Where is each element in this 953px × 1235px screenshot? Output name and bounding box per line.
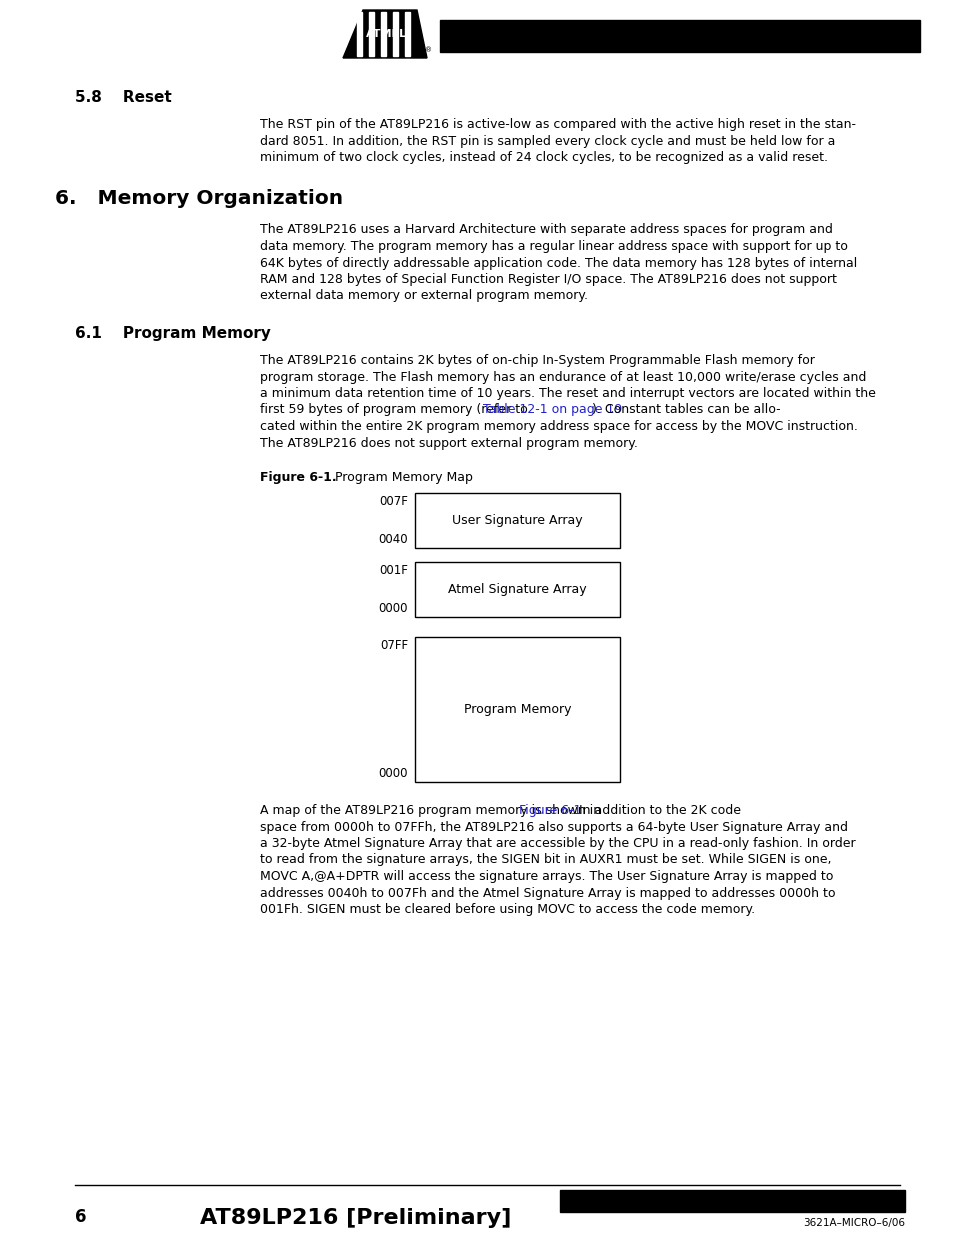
Text: a minimum data retention time of 10 years. The reset and interrupt vectors are l: a minimum data retention time of 10 year…	[260, 387, 875, 400]
Text: Figure 6-1.: Figure 6-1.	[260, 471, 336, 484]
Text: external data memory or external program memory.: external data memory or external program…	[260, 289, 587, 303]
Text: minimum of two clock cycles, instead of 24 clock cycles, to be recognized as a v: minimum of two clock cycles, instead of …	[260, 151, 827, 164]
Bar	[415, 493, 619, 548]
Text: RAM and 128 bytes of Special Function Register I/O space. The AT89LP216 does not: RAM and 128 bytes of Special Function Re…	[260, 273, 836, 287]
Text: 0000: 0000	[378, 767, 408, 781]
Text: 5.8    Reset: 5.8 Reset	[75, 90, 172, 105]
Text: 6.1    Program Memory: 6.1 Program Memory	[75, 326, 271, 341]
Bar	[439, 20, 919, 52]
Text: dard 8051. In addition, the RST pin is sampled every clock cycle and must be hel: dard 8051. In addition, the RST pin is s…	[260, 135, 835, 147]
Text: The AT89LP216 uses a Harvard Architecture with separate address spaces for progr: The AT89LP216 uses a Harvard Architectur…	[260, 224, 832, 236]
Text: cated within the entire 2K program memory address space for access by the MOVC i: cated within the entire 2K program memor…	[260, 420, 857, 433]
Text: ). Constant tables can be allo-: ). Constant tables can be allo-	[591, 404, 780, 416]
Text: Program Memory: Program Memory	[463, 703, 571, 716]
Text: 001Fh. SIGEN must be cleared before using MOVC to access the code memory.: 001Fh. SIGEN must be cleared before usin…	[260, 903, 755, 916]
Bar	[393, 12, 397, 56]
Text: 0040: 0040	[378, 534, 408, 546]
Text: ®: ®	[425, 47, 432, 53]
Bar	[356, 12, 361, 56]
Text: data memory. The program memory has a regular linear address space with support : data memory. The program memory has a re…	[260, 240, 847, 253]
Text: User Signature Array: User Signature Array	[452, 514, 582, 527]
Text: space from 0000h to 07FFh, the AT89LP216 also supports a 64-byte User Signature : space from 0000h to 07FFh, the AT89LP216…	[260, 820, 847, 834]
Bar	[380, 12, 386, 56]
Text: The AT89LP216 does not support external program memory.: The AT89LP216 does not support external …	[260, 436, 638, 450]
Text: The AT89LP216 contains 2K bytes of on-chip In-System Programmable Flash memory f: The AT89LP216 contains 2K bytes of on-ch…	[260, 354, 814, 367]
Text: MOVC A,@A+DPTR will access the signature arrays. The User Signature Array is map: MOVC A,@A+DPTR will access the signature…	[260, 869, 833, 883]
Text: to read from the signature arrays, the SIGEN bit in AUXR1 must be set. While SIG: to read from the signature arrays, the S…	[260, 853, 831, 867]
Text: Atmel Signature Array: Atmel Signature Array	[448, 583, 586, 597]
Text: . In addition to the 2K code: . In addition to the 2K code	[570, 804, 740, 818]
Text: A map of the AT89LP216 program memory is shown in: A map of the AT89LP216 program memory is…	[260, 804, 604, 818]
Text: AT89LP216 [Preliminary]: AT89LP216 [Preliminary]	[200, 1208, 511, 1228]
Text: Figure 6-1: Figure 6-1	[518, 804, 581, 818]
Text: 001F: 001F	[378, 564, 408, 577]
Bar	[415, 562, 619, 618]
Text: 007F: 007F	[378, 495, 408, 508]
Text: 64K bytes of directly addressable application code. The data memory has 128 byte: 64K bytes of directly addressable applic…	[260, 257, 857, 269]
Text: first 59 bytes of program memory (refer to: first 59 bytes of program memory (refer …	[260, 404, 531, 416]
Text: 6: 6	[75, 1208, 87, 1226]
Text: 07FF: 07FF	[379, 638, 408, 652]
Text: 0000: 0000	[378, 601, 408, 615]
Text: addresses 0040h to 007Fh and the Atmel Signature Array is mapped to addresses 00: addresses 0040h to 007Fh and the Atmel S…	[260, 887, 835, 899]
Bar	[405, 12, 410, 56]
Text: Table 12-1 on page 19: Table 12-1 on page 19	[482, 404, 621, 416]
Text: program storage. The Flash memory has an endurance of at least 10,000 write/eras: program storage. The Flash memory has an…	[260, 370, 865, 384]
Bar	[559, 1191, 904, 1212]
Text: The RST pin of the AT89LP216 is active-low as compared with the active high rese: The RST pin of the AT89LP216 is active-l…	[260, 119, 855, 131]
Bar	[415, 637, 619, 782]
Bar	[369, 12, 374, 56]
Text: ATMEL: ATMEL	[366, 28, 407, 40]
Text: 3621A–MICRO–6/06: 3621A–MICRO–6/06	[802, 1218, 904, 1228]
Text: Program Memory Map: Program Memory Map	[319, 471, 473, 484]
Polygon shape	[343, 10, 427, 58]
Text: 6.   Memory Organization: 6. Memory Organization	[55, 189, 343, 209]
Text: a 32-byte Atmel Signature Array that are accessible by the CPU in a read-only fa: a 32-byte Atmel Signature Array that are…	[260, 837, 855, 850]
